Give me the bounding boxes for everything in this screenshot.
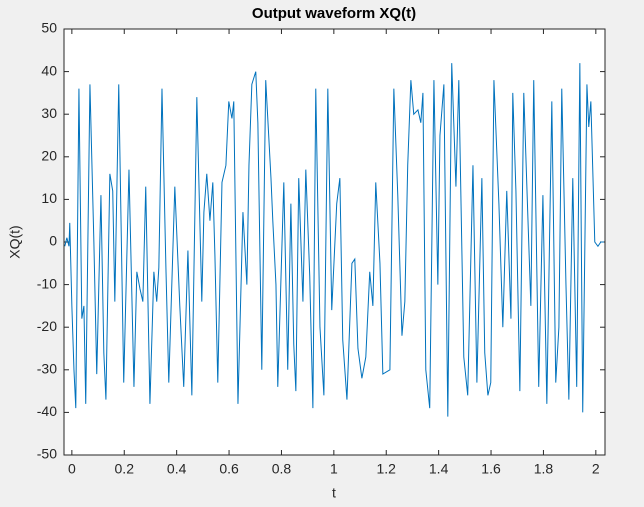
y-tick-label: 20 [41,148,57,164]
x-tick-label: 1.4 [429,461,449,477]
y-tick-label: -40 [37,403,57,419]
y-tick-label: -50 [37,446,57,462]
data-line [64,63,604,417]
x-tick-label: 1.6 [481,461,501,477]
x-tick-label: 2 [592,461,600,477]
x-tick-label: 1.8 [534,461,554,477]
y-tick-label: 30 [41,105,57,121]
x-tick-label: 0.6 [219,461,239,477]
x-tick-label: 0.2 [115,461,135,477]
x-tick-label: 0.4 [167,461,187,477]
x-axis-label: t [332,485,336,501]
x-tick-label: 0.8 [272,461,292,477]
x-tick-label: 1.2 [377,461,397,477]
y-tick-label: 0 [49,233,57,249]
y-tick-label: -10 [37,275,57,291]
y-tick-label: -20 [37,318,57,334]
y-tick-label: 50 [41,20,57,36]
y-tick-label: 40 [41,62,57,78]
y-tick-label: 10 [41,190,57,206]
x-tick-label: 1 [330,461,338,477]
chart-title: Output waveform XQ(t) [252,5,416,22]
x-tick-label: 0 [68,461,76,477]
y-axis-label: XQ(t) [7,225,23,258]
axes-box [63,28,606,456]
y-tick-label: -30 [37,361,57,377]
